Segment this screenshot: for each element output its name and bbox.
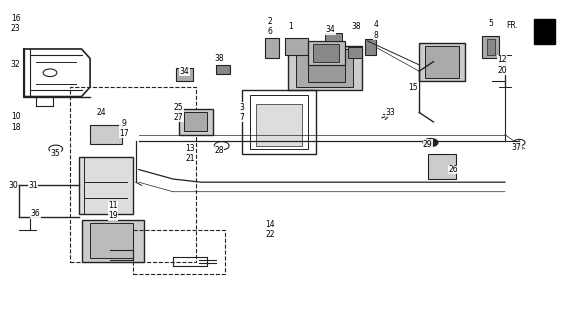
Text: 14
22: 14 22: [266, 220, 275, 239]
Text: 9
17: 9 17: [120, 119, 129, 138]
Text: 11
19: 11 19: [108, 201, 118, 220]
Text: 25
27: 25 27: [174, 103, 183, 122]
Bar: [70, 87, 196, 261]
Text: 16
23: 16 23: [11, 14, 21, 33]
Bar: [419, 43, 465, 81]
Bar: [313, 44, 339, 62]
Bar: [325, 33, 342, 41]
Text: 10
18: 10 18: [11, 112, 21, 132]
Text: 34: 34: [179, 67, 189, 76]
Text: 13
21: 13 21: [185, 144, 195, 163]
Text: 5: 5: [488, 19, 493, 28]
Bar: [288, 46, 362, 90]
Text: 29: 29: [423, 140, 432, 148]
Bar: [308, 41, 345, 65]
Text: 31: 31: [28, 181, 38, 190]
Bar: [216, 65, 230, 74]
Text: FR.: FR.: [507, 21, 518, 30]
Bar: [185, 112, 208, 132]
Bar: [365, 39, 376, 55]
Bar: [242, 90, 316, 154]
Bar: [486, 39, 494, 55]
Text: 3
7: 3 7: [239, 103, 244, 122]
Text: 34: 34: [325, 25, 335, 35]
Text: 30: 30: [8, 181, 18, 190]
Bar: [256, 105, 302, 146]
Bar: [285, 38, 308, 55]
Text: 33: 33: [386, 108, 396, 117]
Text: 24: 24: [97, 108, 106, 117]
Bar: [347, 47, 362, 59]
Text: 37: 37: [512, 143, 522, 152]
Bar: [133, 230, 225, 274]
Polygon shape: [534, 19, 555, 44]
Bar: [428, 154, 457, 179]
Text: 38: 38: [214, 54, 224, 63]
Bar: [90, 223, 133, 258]
Circle shape: [423, 139, 438, 147]
Text: 32: 32: [11, 60, 21, 69]
Text: 15: 15: [409, 83, 418, 92]
Text: 1: 1: [288, 22, 293, 31]
Text: 12
20: 12 20: [497, 55, 507, 75]
Bar: [176, 68, 193, 81]
Bar: [308, 54, 345, 82]
Bar: [90, 125, 121, 144]
Bar: [482, 36, 499, 59]
Text: 26: 26: [448, 165, 458, 174]
Text: 2
6: 2 6: [268, 17, 273, 36]
Text: 35: 35: [51, 149, 60, 158]
Bar: [79, 157, 133, 214]
Bar: [250, 95, 308, 149]
Text: 38: 38: [351, 22, 361, 31]
Bar: [179, 109, 213, 135]
Text: 28: 28: [214, 146, 224, 155]
Text: 4
8: 4 8: [374, 20, 378, 40]
Text: 36: 36: [31, 209, 41, 219]
Bar: [264, 38, 279, 59]
Bar: [425, 46, 459, 77]
Bar: [82, 220, 144, 261]
Bar: [296, 49, 353, 87]
